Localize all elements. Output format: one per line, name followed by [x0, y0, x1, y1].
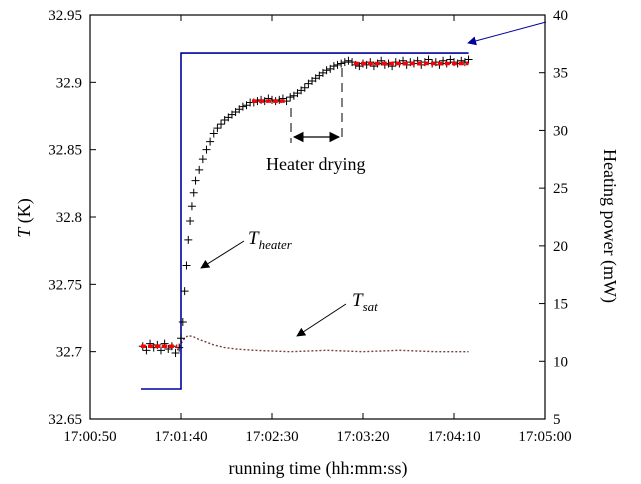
- heater-temperature-point: [209, 129, 218, 138]
- y-tick-label: 32.95: [48, 8, 82, 24]
- x-tick-label: 17:05:00: [518, 429, 571, 445]
- heating-power-line: [141, 52, 469, 390]
- y2-tick-label: 20: [553, 239, 568, 255]
- t-sat-subscript: sat: [363, 299, 379, 314]
- x-tick-label: 17:00:50: [63, 429, 116, 445]
- t-heater-label: Theater: [248, 228, 293, 252]
- y-tick-label: 32.7: [56, 345, 83, 361]
- x-tick-label: 17:04:10: [427, 429, 480, 445]
- heater-temperature-point: [286, 93, 295, 102]
- heater-temperature-point: [300, 83, 309, 92]
- y-tick-label: 32.65: [48, 412, 82, 428]
- heater-temperature-point: [333, 60, 342, 69]
- y2-tick-label: 25: [553, 181, 568, 197]
- heater-temperature-point: [195, 165, 204, 174]
- y-tick-label: 32.75: [48, 277, 82, 293]
- heater-temperature-point: [178, 318, 187, 327]
- heater-temperature-point: [180, 287, 189, 296]
- y2-axis-title: Heating power (mW): [599, 149, 620, 303]
- heater-temperature-point: [198, 155, 207, 164]
- y-axis-symbol: T: [14, 226, 34, 238]
- heater-temperature-point: [213, 124, 222, 133]
- y-axis-unit: (K): [14, 198, 35, 228]
- t-heater-symbol: T: [248, 228, 260, 249]
- x-axis-title: running time (hh:mm:ss): [229, 458, 408, 479]
- heater-temperature-point: [184, 235, 193, 244]
- ticks-layer: 17:00:50 17:01:40 17:02:30 17:03:20 17:04:10…: [48, 8, 571, 445]
- heater-temperature-point: [202, 145, 211, 154]
- y2-tick-label: 40: [553, 8, 568, 24]
- y2-tick-label: 30: [553, 123, 568, 139]
- heater-temperature-point: [344, 56, 353, 65]
- t-sat-symbol: T: [352, 290, 364, 311]
- heater-temperature-point: [337, 59, 346, 68]
- heater-temperature-point: [171, 349, 180, 358]
- x-tick-label: 17:02:30: [245, 429, 298, 445]
- y2-tick-label: 35: [553, 66, 568, 82]
- heater-drying-label: Heater drying: [266, 154, 365, 174]
- power-axis-arrow: [467, 21, 547, 46]
- heater-temperature-point: [177, 334, 185, 343]
- heater-temperature-point: [238, 102, 247, 111]
- t-heater-subscript: heater: [259, 237, 293, 252]
- heater-temperature-point: [187, 202, 196, 211]
- heater-temperature-point: [186, 217, 195, 226]
- x-tick-label: 17:01:40: [154, 429, 207, 445]
- heater-temperature-point: [182, 261, 191, 270]
- y2-tick-label: 10: [553, 354, 568, 370]
- heater-temperature-point: [329, 62, 338, 71]
- y2-tick-label: 5: [553, 412, 561, 428]
- heater-temperature-point: [156, 346, 165, 355]
- sat-temperature-line: [176, 334, 469, 353]
- y2-tick-label: 15: [553, 297, 568, 313]
- y-tick-label: 32.85: [48, 143, 82, 159]
- y-axis-title: T (K): [14, 198, 35, 238]
- heater-temperature-point: [217, 120, 226, 129]
- t-sat-label: Tsat: [352, 290, 378, 314]
- t-heater-arrow: [200, 240, 245, 269]
- heater-temperature-point: [191, 176, 200, 185]
- heater-temperature-point: [206, 137, 215, 146]
- heater-temperature-point: [322, 66, 331, 75]
- t-sat-arrow: [296, 303, 347, 337]
- heater-temperature-point: [340, 58, 349, 67]
- heater-temperature-point: [142, 346, 151, 355]
- y-tick-label: 32.9: [56, 75, 82, 91]
- y-tick-label: 32.8: [56, 210, 82, 226]
- data-layer: [138, 52, 473, 390]
- heater-temperature-point: [189, 188, 198, 197]
- x-tick-label: 17:03:20: [336, 429, 389, 445]
- annotation-layer: Heater drying Theater Tsat: [200, 21, 547, 337]
- heater-temperature-point: [377, 56, 386, 65]
